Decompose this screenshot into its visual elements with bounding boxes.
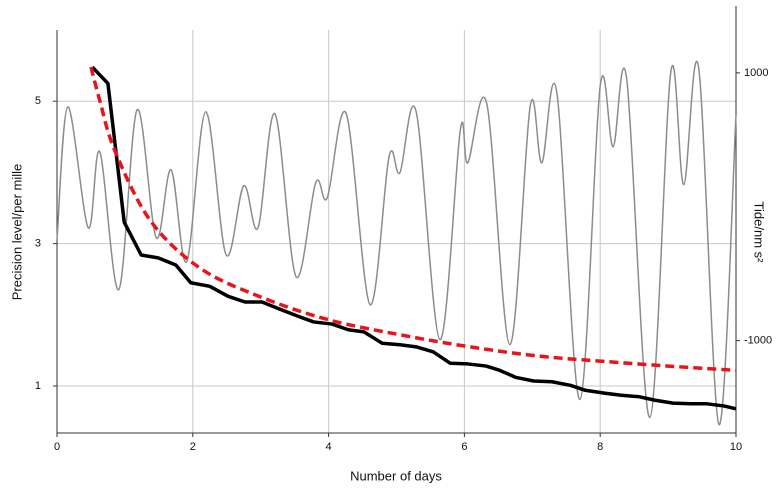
y2-axis-label: Tide/nm s² [752,202,767,264]
data-line [91,65,737,411]
x-tick-label: 0 [54,441,60,453]
data-line [56,60,737,426]
y-axis-label: Precision level/per mille [9,164,24,301]
y-tick-label: 3 [35,238,41,250]
y-tick-label: 1 [35,380,41,392]
x-tick-label: 6 [461,441,467,453]
data-line [89,66,737,373]
y2-tick-label: 1000 [744,67,768,79]
x-tick-label: 4 [326,441,332,453]
y-tick-label: 5 [35,95,41,107]
x-tick-label: 2 [190,441,196,453]
x-axis-label: Number of days [350,468,442,483]
y2-tick-label: -1000 [744,335,772,347]
x-tick-label: 8 [597,441,603,453]
x-tick-label: 10 [730,441,742,453]
